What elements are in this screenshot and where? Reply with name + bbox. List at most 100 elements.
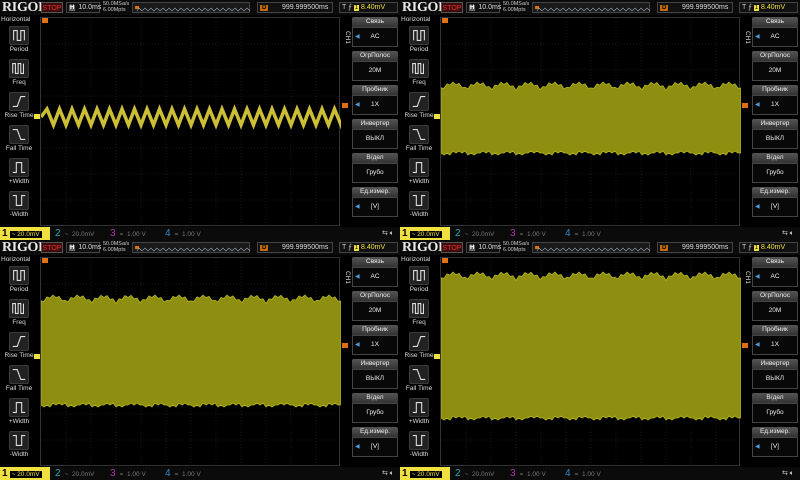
measure-rise-time-button[interactable]: Rise Time (0, 92, 38, 119)
measure--width-button[interactable]: -Width (0, 431, 38, 458)
setting-softkey[interactable]: Инвертер ВЫКЛ (752, 359, 798, 389)
measure-rise-time-button[interactable]: Rise Time (400, 332, 438, 359)
delay-display[interactable]: D 999.999500ms (257, 2, 333, 13)
setting-softkey[interactable]: Ед.измер. ◀ [V] (352, 427, 398, 457)
measure--width-button[interactable]: -Width (400, 431, 438, 458)
measure-period-button[interactable]: Period (400, 266, 438, 293)
channel-1-indicator[interactable]: 1 ~ 20.0mV (400, 227, 450, 240)
channel-2-indicator[interactable]: 2 ~ 20.0mV (55, 227, 94, 240)
channel-1-indicator[interactable]: 1 ~ 20.0mV (400, 467, 450, 480)
measure-freq-button[interactable]: Freq (400, 299, 438, 326)
channel-2-indicator[interactable]: 2 ~ 20.0mV (55, 467, 94, 480)
setting-softkey[interactable]: Инвертер ВЫКЛ (752, 119, 798, 149)
rigol-logo: RIGOL (402, 240, 448, 255)
setting-softkey[interactable]: Ед.измер. ◀ [V] (752, 187, 798, 217)
trigger-position-marker[interactable] (42, 18, 48, 23)
channel-1-indicator[interactable]: 1 ~ 20.0mV (0, 467, 50, 480)
timebase-display[interactable]: H 10.0ms (66, 2, 101, 13)
setting-softkey[interactable]: Ед.измер. ◀ [V] (352, 187, 398, 217)
trigger-display[interactable]: T ⨍ 1 8.40mV (339, 242, 398, 253)
setting-softkey[interactable]: Связь ◀ AC (752, 17, 798, 47)
channel-3-indicator[interactable]: 3 = 1.00 V (510, 227, 546, 240)
setting-softkey[interactable]: Связь ◀ AC (352, 257, 398, 287)
run-stop-indicator[interactable]: STOP (441, 242, 463, 253)
setting-softkey[interactable]: Связь ◀ AC (752, 257, 798, 287)
trigger-level-marker[interactable] (342, 343, 348, 348)
trigger-position-marker[interactable] (442, 258, 448, 263)
setting-softkey[interactable]: В/дел Грубо (752, 153, 798, 183)
measure-fall-time-button[interactable]: Fall Time (400, 125, 438, 152)
setting-softkey[interactable]: В/дел Грубо (352, 153, 398, 183)
setting-softkey[interactable]: Инвертер ВЫКЛ (352, 359, 398, 389)
waveform-display[interactable] (40, 257, 342, 467)
channel-3-indicator[interactable]: 3 = 1.00 V (110, 467, 146, 480)
measure--width-button[interactable]: +Width (0, 398, 38, 425)
setting-softkey[interactable]: ОгрПолос 20M (352, 51, 398, 81)
setting-softkey[interactable]: ОгрПолос 20M (752, 51, 798, 81)
setting-softkey[interactable]: Пробник ◀ 1X (352, 325, 398, 355)
channel-1-indicator[interactable]: 1 ~ 20.0mV (0, 227, 50, 240)
waveform-display[interactable] (39, 17, 356, 227)
trigger-level-marker[interactable] (742, 343, 748, 348)
run-stop-indicator[interactable]: STOP (441, 2, 463, 13)
timebase-display[interactable]: H 10.0ms (66, 242, 101, 253)
measure-period-button[interactable]: Period (0, 266, 38, 293)
coupling: ~ (464, 231, 469, 238)
channel-4-indicator[interactable]: 4 = 1.00 V (565, 467, 601, 480)
setting-softkey[interactable]: ОгрПолос 20M (752, 291, 798, 321)
ch1-offset-marker[interactable] (434, 354, 440, 359)
measure-freq-button[interactable]: Freq (400, 59, 438, 86)
measure--width-button[interactable]: +Width (400, 398, 438, 425)
timebase-display[interactable]: H 10.0ms (466, 2, 501, 13)
measure-fall-time-button[interactable]: Fall Time (0, 365, 38, 392)
measure-period-button[interactable]: Period (0, 26, 38, 53)
trigger-display[interactable]: T ⨍ 1 8.40mV (739, 2, 798, 13)
trigger-display[interactable]: T ⨍ 1 8.40mV (339, 2, 398, 13)
setting-softkey[interactable]: В/дел Грубо (352, 393, 398, 423)
trigger-level-marker[interactable] (742, 103, 748, 108)
waveform-display[interactable] (440, 17, 742, 227)
channel-2-indicator[interactable]: 2 ~ 20.0mV (455, 467, 494, 480)
ch1-offset-marker[interactable] (34, 354, 40, 359)
channel-4-indicator[interactable]: 4 = 1.00 V (565, 227, 601, 240)
measure-label: Period (9, 46, 29, 53)
delay-display[interactable]: D 999.999500ms (657, 242, 733, 253)
setting-softkey[interactable]: Связь ◀ AC (352, 17, 398, 47)
measure--width-button[interactable]: +Width (400, 158, 438, 185)
trigger-display[interactable]: T ⨍ 1 8.40mV (739, 242, 798, 253)
run-stop-indicator[interactable]: STOP (41, 2, 63, 13)
trigger-position-marker[interactable] (42, 258, 48, 263)
setting-softkey[interactable]: Пробник ◀ 1X (352, 85, 398, 115)
measure-fall-time-button[interactable]: Fall Time (0, 125, 38, 152)
waveform-display[interactable] (440, 257, 742, 467)
timebase-display[interactable]: H 10.0ms (466, 242, 501, 253)
measure-fall-time-button[interactable]: Fall Time (400, 365, 438, 392)
ch1-offset-marker[interactable] (34, 114, 40, 119)
measure--width-button[interactable]: -Width (0, 191, 38, 218)
setting-softkey[interactable]: Ед.измер. ◀ [V] (752, 427, 798, 457)
trigger-position-marker[interactable] (442, 18, 448, 23)
setting-softkey[interactable]: Инвертер ВЫКЛ (352, 119, 398, 149)
measure-period-button[interactable]: Period (400, 26, 438, 53)
channel-3-indicator[interactable]: 3 = 1.00 V (110, 227, 146, 240)
trigger-level-marker[interactable] (342, 103, 348, 108)
run-stop-indicator[interactable]: STOP (41, 242, 63, 253)
measure-freq-button[interactable]: Freq (0, 299, 38, 326)
measure--width-button[interactable]: +Width (0, 158, 38, 185)
setting-softkey[interactable]: Пробник ◀ 1X (752, 85, 798, 115)
channel-3-indicator[interactable]: 3 = 1.00 V (510, 467, 546, 480)
channel-4-indicator[interactable]: 4 = 1.00 V (165, 467, 201, 480)
measure-rise-time-button[interactable]: Rise Time (400, 92, 438, 119)
measure-label: Fall Time (5, 145, 33, 152)
delay-display[interactable]: D 999.999500ms (657, 2, 733, 13)
setting-softkey[interactable]: ОгрПолос 20M (352, 291, 398, 321)
measure--width-button[interactable]: -Width (400, 191, 438, 218)
channel-2-indicator[interactable]: 2 ~ 20.0mV (455, 227, 494, 240)
measure-rise-time-button[interactable]: Rise Time (0, 332, 38, 359)
channel-4-indicator[interactable]: 4 = 1.00 V (165, 227, 201, 240)
setting-softkey[interactable]: Пробник ◀ 1X (752, 325, 798, 355)
measure-freq-button[interactable]: Freq (0, 59, 38, 86)
delay-display[interactable]: D 999.999500ms (257, 242, 333, 253)
ch1-offset-marker[interactable] (434, 114, 440, 119)
setting-softkey[interactable]: В/дел Грубо (752, 393, 798, 423)
